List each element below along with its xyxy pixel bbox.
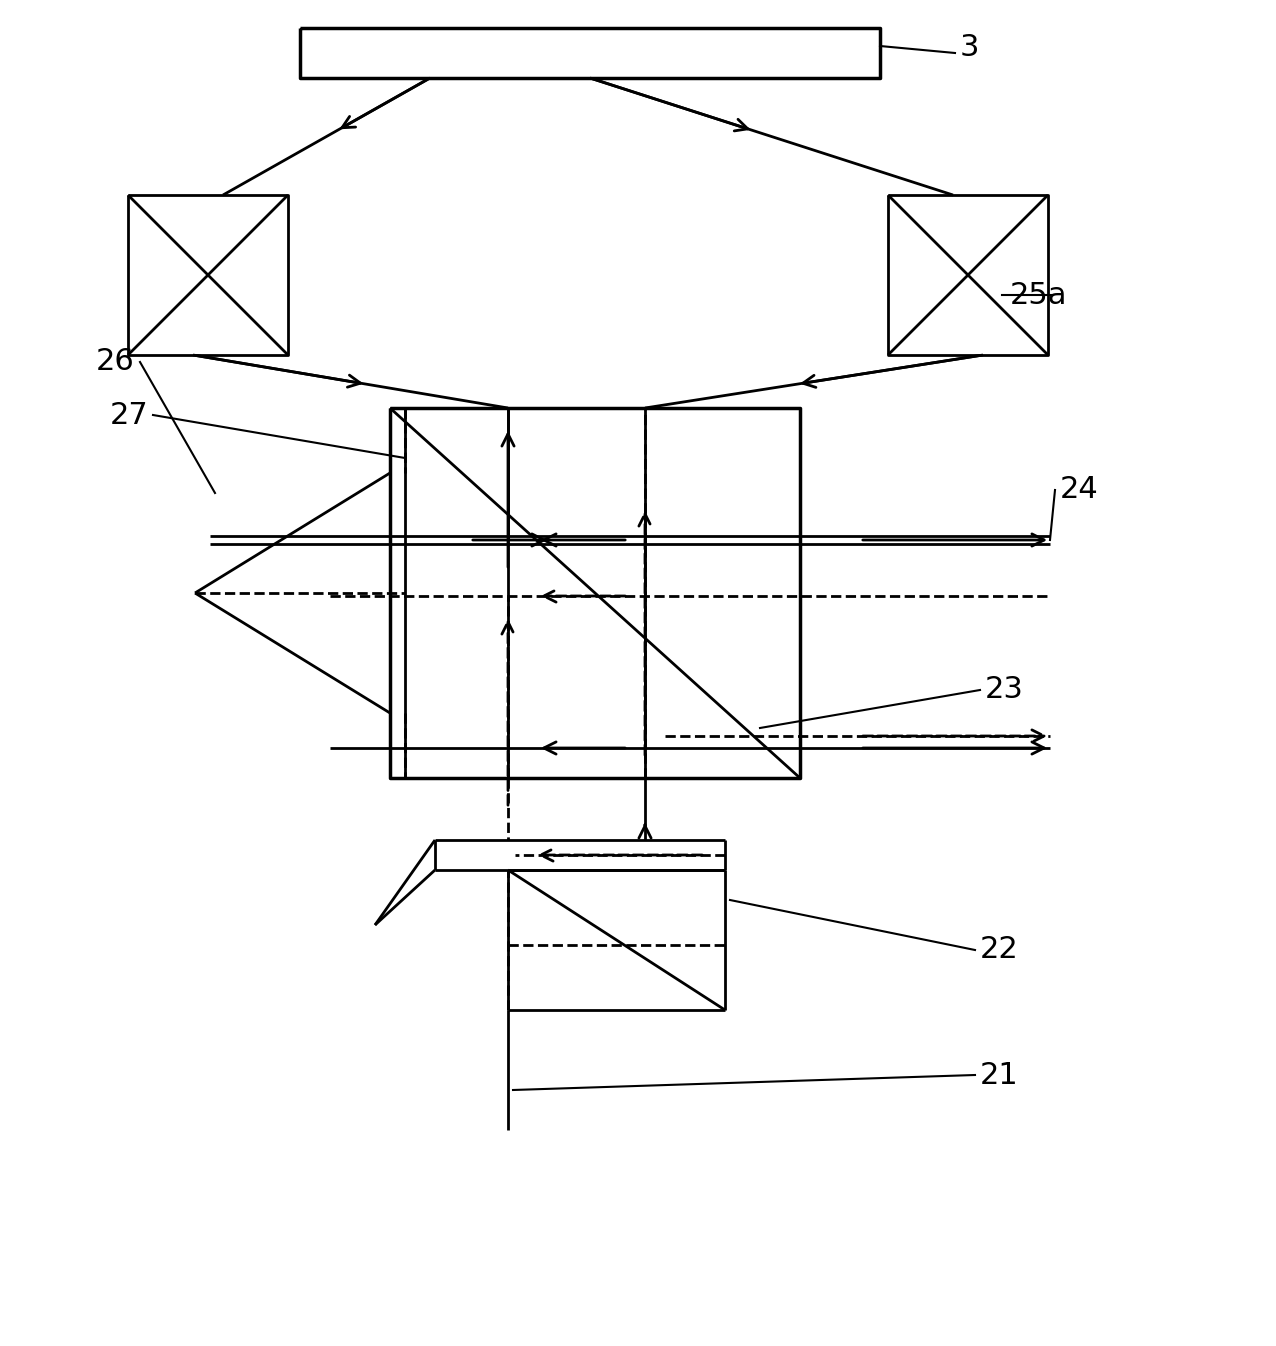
Text: 3: 3 xyxy=(960,34,980,62)
Text: 24: 24 xyxy=(1060,475,1099,505)
Text: 21: 21 xyxy=(980,1061,1018,1089)
Text: 22: 22 xyxy=(980,935,1018,965)
Text: 25a: 25a xyxy=(1011,280,1068,310)
Text: 23: 23 xyxy=(985,676,1023,704)
Text: 27: 27 xyxy=(110,401,148,429)
Text: 26: 26 xyxy=(96,347,135,377)
